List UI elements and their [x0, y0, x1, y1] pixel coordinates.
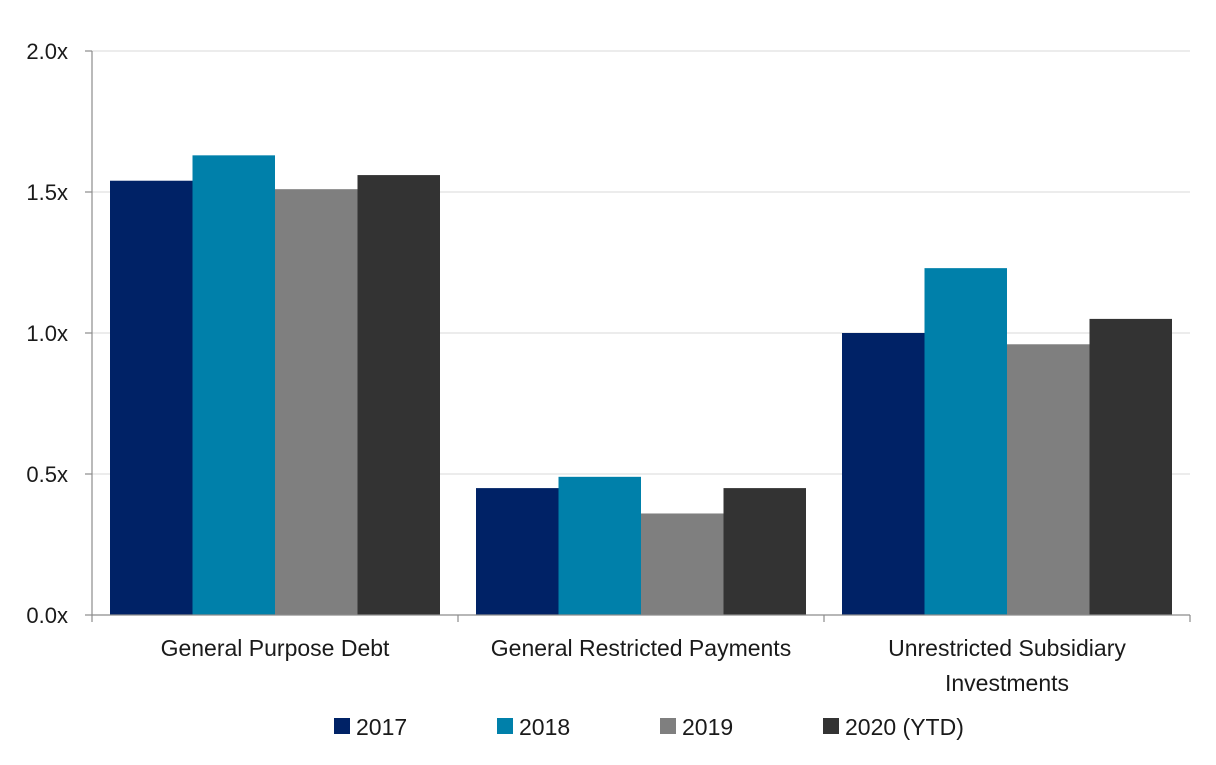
legend-swatch [660, 718, 676, 734]
legend-item: 2018 [497, 714, 570, 740]
y-tick-label: 1.0x [26, 321, 68, 346]
legend-label: 2019 [682, 714, 733, 740]
y-tick-label: 1.5x [26, 180, 68, 205]
bars [110, 155, 1172, 615]
axis-labels: 0.0x 0.5x 1.0x 1.5x 2.0x General Purpose Debt… [26, 39, 1126, 696]
x-category-label: General Restricted Payments [491, 635, 791, 661]
bar-2020-ytd-3 [1089, 318, 1172, 615]
legend-item: 2017 [334, 714, 407, 740]
bar-2019-2 [641, 513, 724, 615]
bar-2018-2 [558, 476, 641, 615]
legend-swatch [497, 718, 513, 734]
bar-2017-3 [842, 333, 925, 615]
x-category-label: General Purpose Debt [161, 635, 390, 661]
y-tick-label: 0.0x [26, 603, 68, 628]
legend-label: 2017 [356, 714, 407, 740]
legend-label: 2020 (YTD) [845, 714, 964, 740]
bar-2019-1 [275, 189, 358, 615]
bar-2019-3 [1007, 344, 1090, 615]
bar-2020-ytd-1 [357, 175, 440, 615]
x-category-label: Unrestricted Subsidiary [888, 635, 1126, 661]
bar-2020-ytd-2 [723, 488, 806, 615]
legend-swatch [334, 718, 350, 734]
y-tick-label: 2.0x [26, 39, 68, 64]
legend: 2017 2018 2019 2020 (YTD) [334, 714, 964, 740]
bar-2017-1 [110, 180, 193, 615]
legend-item: 2019 [660, 714, 733, 740]
bar-2017-2 [476, 488, 559, 615]
bar-2018-1 [192, 155, 275, 615]
legend-item: 2020 (YTD) [823, 714, 964, 740]
legend-label: 2018 [519, 714, 570, 740]
axes [85, 50, 1191, 622]
bar-2018-3 [924, 268, 1007, 615]
x-category-label: Investments [945, 670, 1069, 696]
y-tick-label: 0.5x [26, 462, 68, 487]
legend-swatch [823, 718, 839, 734]
